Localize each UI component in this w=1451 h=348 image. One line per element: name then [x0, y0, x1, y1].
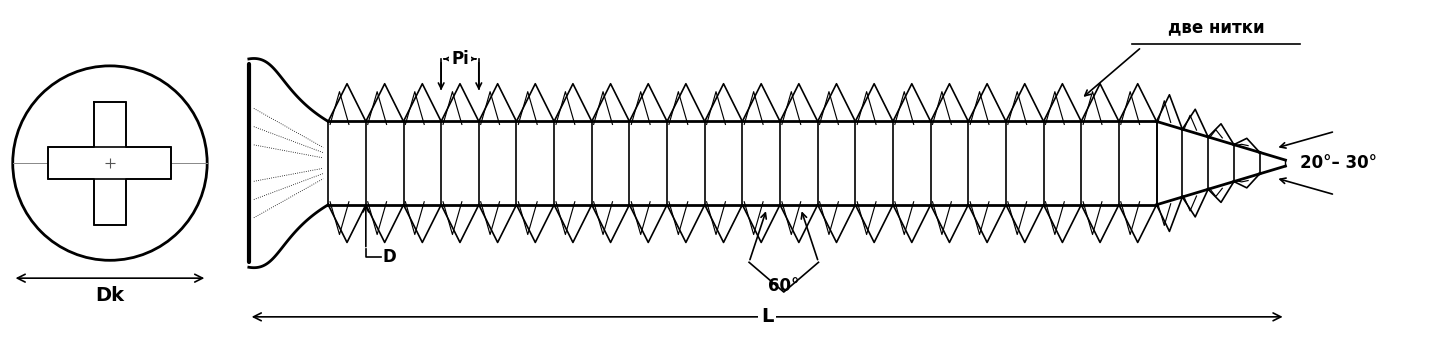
Text: 20°– 30°: 20°– 30°	[1300, 154, 1377, 172]
Bar	[94, 102, 126, 224]
Bar	[48, 147, 171, 179]
Text: 60°: 60°	[768, 277, 800, 295]
Text: D: D	[383, 248, 396, 266]
Text: Dk: Dk	[96, 286, 125, 305]
Circle shape	[13, 66, 207, 260]
Text: L: L	[760, 307, 773, 326]
Text: две нитки: две нитки	[1168, 18, 1264, 36]
Text: Pi: Pi	[451, 50, 469, 68]
